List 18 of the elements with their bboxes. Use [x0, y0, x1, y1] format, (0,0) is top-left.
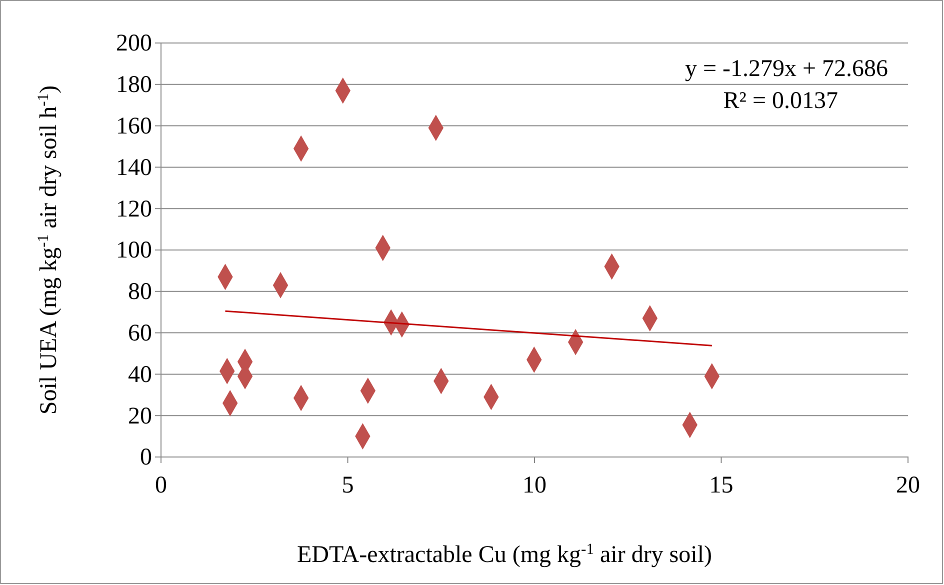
- y-tick-label: 140: [116, 154, 152, 181]
- annotation: y = -1.279x + 72.686: [684, 56, 888, 82]
- y-tick-label: 0: [140, 444, 152, 471]
- annotation: R² = 0.0137: [723, 88, 838, 114]
- y-tick-label: 40: [128, 362, 152, 388]
- y-tick-label: 120: [116, 196, 152, 222]
- x-tick-label: 15: [709, 472, 734, 498]
- y-tick-label: 100: [116, 238, 152, 264]
- y-tick-label: 20: [128, 403, 152, 430]
- x-axis-title: EDTA-extractable Cu (mg kg$^{-1}$ air dry soil): [297, 540, 712, 568]
- y-tick-label: 200: [116, 30, 152, 57]
- x-tick-label: 5: [342, 472, 354, 498]
- y-tick-label: 180: [116, 72, 152, 98]
- x-tick-label: 20: [896, 472, 920, 498]
- y-tick-label: 60: [128, 320, 152, 346]
- y-tick-label: 80: [128, 279, 152, 306]
- x-tick-label: 10: [522, 472, 546, 498]
- y-tick-label: 160: [116, 113, 152, 140]
